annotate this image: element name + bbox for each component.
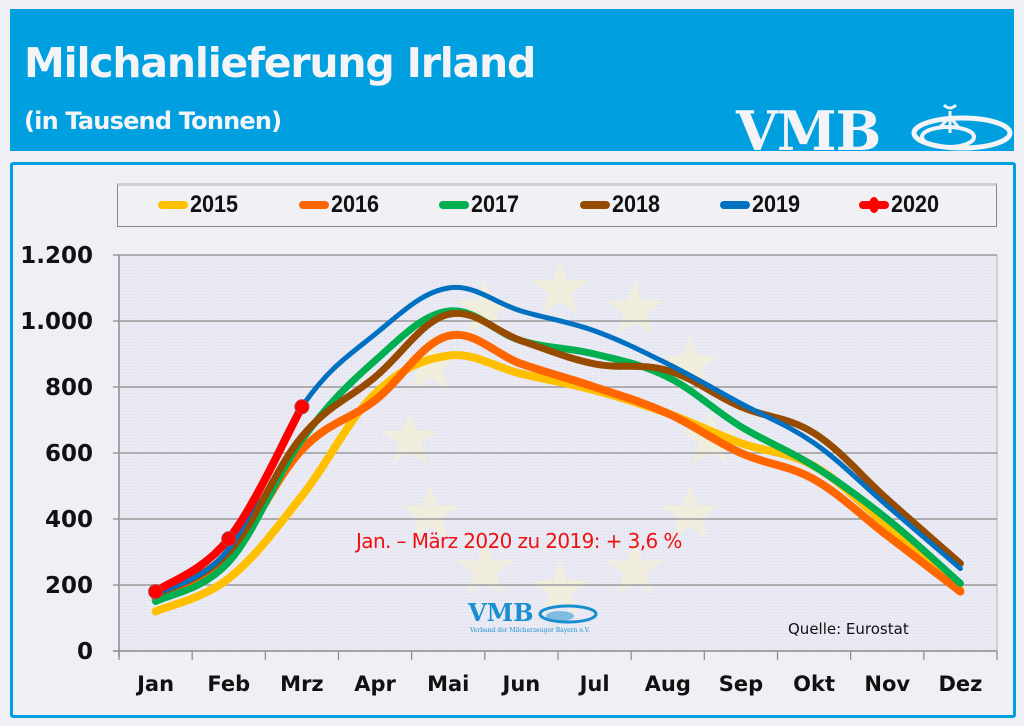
y-tick-label: 600 [45,441,93,467]
legend-label: 2016 [331,191,380,218]
x-tick-label: Apr [354,672,396,696]
legend-item-2019: 2019 [720,191,805,219]
legend-swatch [158,201,188,209]
x-tick-label: Feb [207,672,250,696]
eu-star-icon [531,560,589,615]
y-tick-label: 800 [45,375,93,401]
vmb-swirl-icon [911,103,1013,151]
legend-item-2020: 2020 [859,191,944,219]
eu-star-icon [661,335,719,390]
data-point-2020 [148,584,164,600]
eu-star-icon [531,260,589,315]
chart-legend: 2015 2016 2017 2018 2019 2020 [117,183,997,227]
eu-star-icon [606,539,664,595]
x-tick-label: Jun [501,672,541,696]
x-tick-label: Dez [938,672,982,696]
y-tick-label: 200 [45,573,93,599]
legend-item-2017: 2017 [439,191,524,219]
vmb-logo: VMB [730,97,1024,163]
legend-swatch [720,201,750,209]
x-tick-label: Aug [645,672,691,696]
legend-label: 2017 [471,191,520,218]
vmb-logo-text: VMB [736,99,881,163]
y-tick-label: 1.200 [20,243,93,269]
legend-item-2018: 2018 [580,191,665,219]
legend-label: 2015 [190,191,239,218]
page-subtitle: (in Tausend Tonnen) [24,107,282,135]
eu-star-icon [606,280,664,335]
x-tick-label: Sep [719,672,763,696]
legend-label: 2020 [891,191,940,218]
eu-star-icon [661,485,719,540]
data-point-2020 [221,531,237,547]
x-tick-label: Okt [793,672,835,696]
legend-item-2016: 2016 [299,191,384,219]
legend-swatch [859,197,889,213]
watermark-vmb-logo: VMB Verband der Milcherzeuger Bayern e.V… [468,598,608,638]
x-tick-label: Mrz [280,672,323,696]
legend-swatch [299,201,329,209]
eu-star-icon [456,539,514,595]
x-tick-label: Nov [864,672,910,696]
eu-star-icon [401,485,459,540]
x-tick-label: Mai [427,672,469,696]
page-title: Milchanlieferung Irland [24,39,536,87]
header-banner: Milchanlieferung Irland (in Tausend Tonn… [10,9,1014,163]
watermark-logo-text: VMB [468,598,534,627]
y-tick-label: 1.000 [20,309,93,335]
eu-star-icon [456,280,514,335]
legend-swatch [439,201,469,209]
data-point-2020 [294,399,310,415]
y-tick-label: 0 [77,639,93,665]
legend-label: 2018 [612,191,661,218]
y-tick-label: 400 [45,507,93,533]
x-tick-label: Jul [578,672,610,696]
source-note: Quelle: Eurostat [788,620,909,638]
x-tick-label: Jan [135,672,174,696]
legend-label: 2019 [752,191,801,218]
watermark-swirl-icon [538,604,598,624]
watermark-logo-subtext: Verband der Milcherzeuger Bayern e.V. [470,627,590,634]
legend-item-2015: 2015 [158,191,243,219]
legend-swatch [580,201,610,209]
chart-annotation: Jan. – März 2020 zu 2019: + 3,6 % [356,529,682,553]
eu-star-icon [381,410,439,465]
legend-marker-icon [869,197,879,213]
series-line-2018 [152,309,964,599]
